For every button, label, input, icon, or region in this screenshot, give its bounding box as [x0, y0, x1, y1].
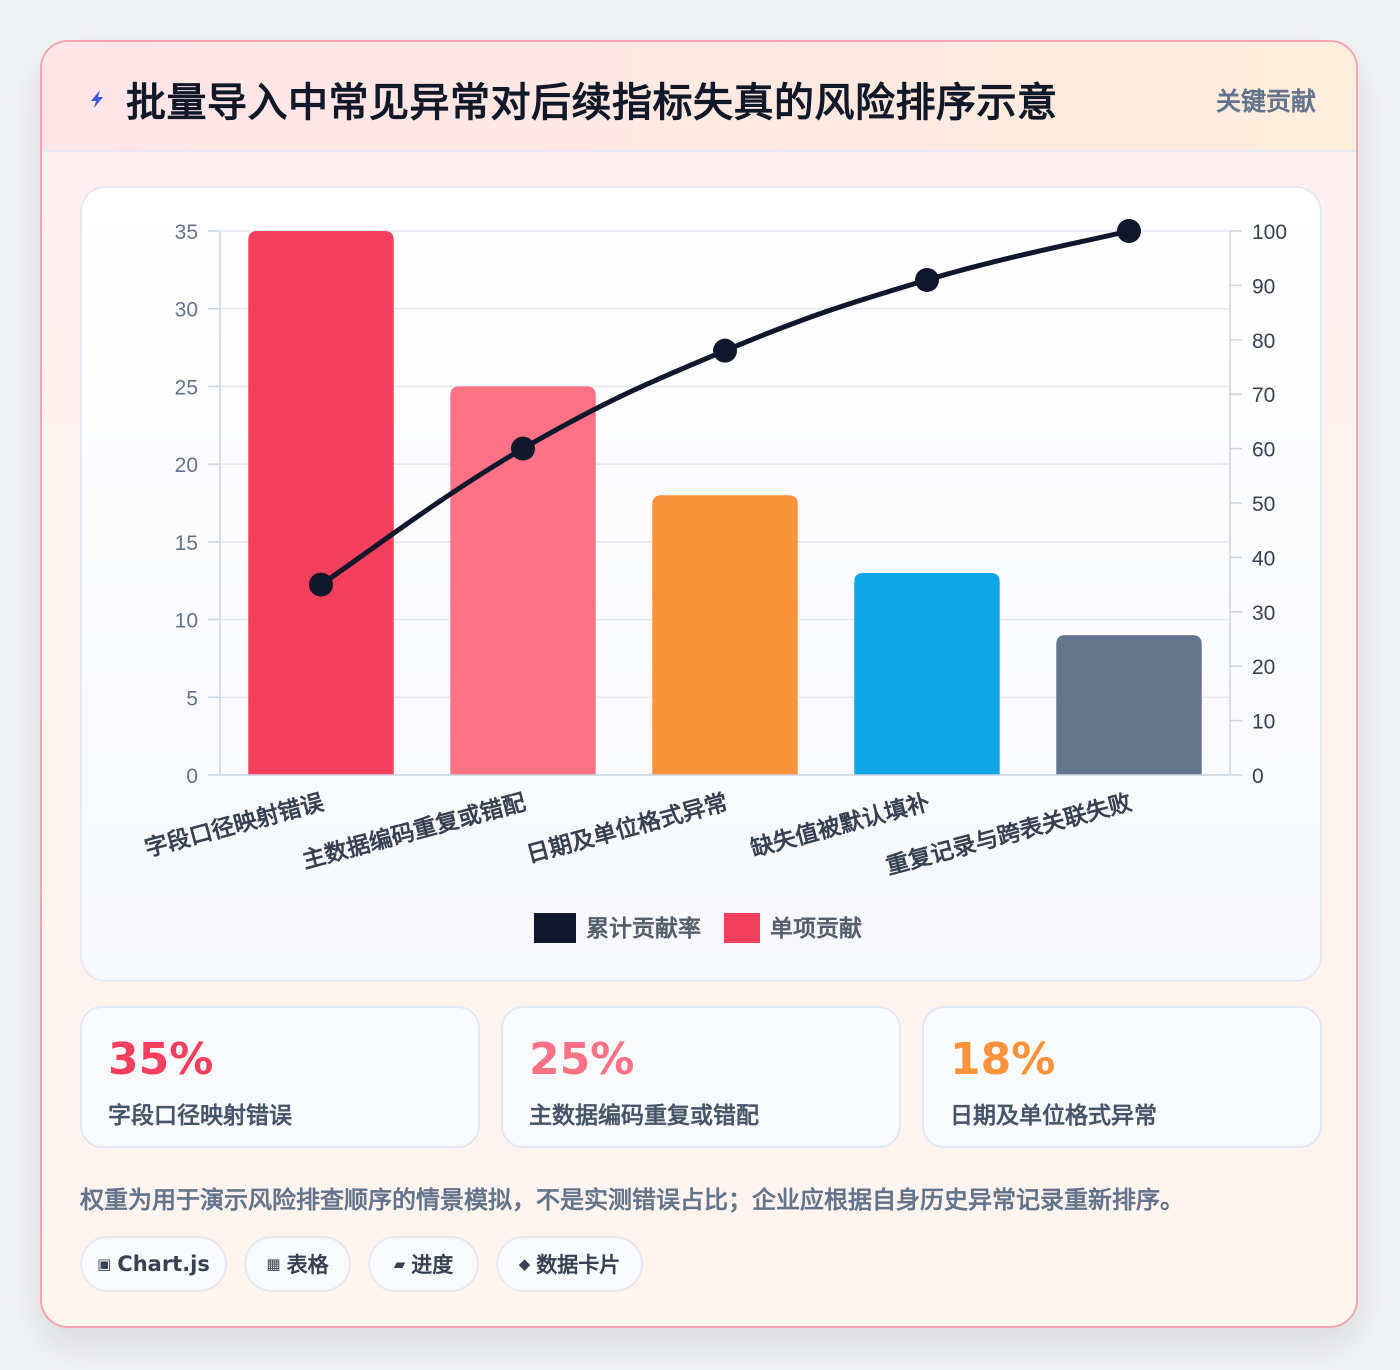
y-right-tick-label: 20	[1252, 656, 1275, 679]
y-right-tick-label: 10	[1252, 711, 1275, 734]
cumulative-point	[1117, 219, 1141, 243]
bar	[854, 572, 1000, 775]
y-right-tick-label: 0	[1252, 765, 1264, 788]
stat-value: 18%	[950, 1034, 1056, 1085]
stat-label: 字段口径映射错误	[108, 1103, 292, 1129]
tag-chartjs[interactable]: ▣ Chart.js	[80, 1236, 227, 1292]
report-card: 批量导入中常见异常对后续指标失真的风险排序示意 关键贡献 0 5 10 15 20 25 3…	[40, 40, 1358, 1328]
diamond-icon: ◆	[518, 1255, 531, 1273]
progress-icon: ▰	[393, 1255, 406, 1273]
y-right-tick-label: 90	[1252, 275, 1275, 298]
stat-card-1: 35% 字段口径映射错误	[80, 1006, 480, 1148]
y-right-tick-label: 100	[1252, 221, 1287, 244]
cumulative-point	[713, 338, 737, 363]
stat-value: 35%	[108, 1034, 214, 1085]
tag-table[interactable]: ▦ 表格	[244, 1236, 351, 1292]
header-badge: 关键贡献	[1215, 87, 1316, 116]
bar	[248, 231, 394, 775]
stat-card-2: 25% 主数据编码重复或错配	[501, 1006, 901, 1148]
card-header: 批量导入中常见异常对后续指标失真的风险排序示意 关键贡献	[42, 42, 1356, 152]
y-right-tick-label: 30	[1252, 602, 1275, 625]
stat-label: 主数据编码重复或错配	[529, 1103, 759, 1129]
x-category-label: 主数据编码重复或错配	[299, 789, 528, 874]
stat-value: 25%	[529, 1034, 635, 1085]
tag-label: 数据卡片	[536, 1253, 621, 1277]
bar	[450, 386, 596, 775]
y-left-tick-label: 25	[175, 376, 198, 399]
table-icon: ▦	[266, 1255, 281, 1273]
page-title: 批量导入中常见异常对后续指标失真的风险排序示意	[126, 80, 1058, 126]
tag-label: Chart.js	[117, 1252, 210, 1276]
stat-card-3: 18% 日期及单位格式异常	[922, 1006, 1322, 1148]
y-right-tick-label: 70	[1252, 384, 1275, 407]
tag-label: 进度	[411, 1253, 454, 1277]
tag-progress[interactable]: ▰ 进度	[368, 1236, 479, 1292]
y-left-tick-label: 35	[175, 221, 198, 244]
tag-data-card[interactable]: ◆ 数据卡片	[496, 1236, 643, 1292]
legend-label: 单项贡献	[770, 915, 862, 941]
cumulative-point	[309, 572, 333, 597]
bar	[652, 495, 798, 775]
y-right-tick-label: 50	[1252, 493, 1275, 516]
cumulative-point	[915, 267, 939, 292]
legend-label: 累计贡献率	[586, 915, 701, 941]
chart-icon: ▣	[97, 1255, 112, 1273]
y-left-tick-label: 10	[175, 610, 198, 633]
y-right-tick-label: 80	[1252, 330, 1275, 353]
pareto-chart: 051015202530350102030405060708090100字段口径…	[142, 219, 1287, 943]
y-left-tick-label: 15	[175, 532, 198, 555]
y-right-tick-label: 60	[1252, 439, 1275, 462]
x-category-label: 日期及单位格式异常	[524, 789, 731, 868]
y-left-tick-label: 20	[175, 454, 198, 477]
tag-label: 表格	[286, 1253, 329, 1277]
cumulative-point	[511, 436, 535, 461]
y-left-tick-label: 30	[175, 299, 198, 322]
legend-swatch	[724, 913, 760, 943]
y-right-tick-label: 40	[1252, 547, 1275, 570]
bar	[1056, 635, 1202, 775]
y-left-tick-label: 5	[186, 687, 198, 710]
footnote: 权重为用于演示风险排查顺序的情景模拟，不是实测错误占比；企业应根据自身历史异常记…	[80, 1186, 1184, 1214]
stat-label: 日期及单位格式异常	[950, 1103, 1157, 1129]
legend-swatch	[534, 913, 576, 943]
lightning-icon	[91, 90, 103, 108]
y-left-tick-label: 0	[186, 765, 198, 788]
chart-panel: 0 5 10 15 20 25 30 35 0 10 20 30 40 50 60 70 80 90 100 字段口径…	[80, 186, 1322, 982]
